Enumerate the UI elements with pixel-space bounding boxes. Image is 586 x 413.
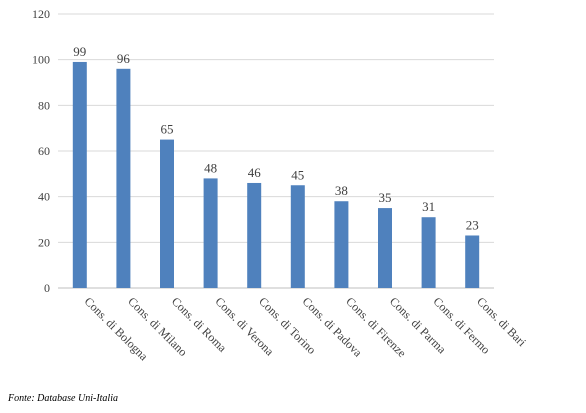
bars	[72, 61, 480, 289]
data-label: 45	[291, 167, 304, 182]
bar	[116, 68, 131, 288]
data-labels: 99 96 65 48 46 45 38 35 31 23	[73, 44, 478, 233]
bar	[290, 185, 305, 288]
bar	[203, 178, 218, 288]
y-tick-label: 0	[44, 281, 50, 295]
source-note: Fonte: Database Uni-Italia	[8, 393, 118, 404]
data-label: 23	[466, 217, 479, 232]
data-label: 46	[248, 165, 262, 180]
y-tick-label: 40	[38, 190, 50, 204]
y-tick-label: 120	[32, 7, 50, 21]
y-axis-tick-labels: 0 20 40 60 80 100 120	[32, 7, 50, 295]
bar	[247, 182, 262, 288]
data-label: 35	[379, 190, 392, 205]
y-tick-label: 60	[38, 144, 50, 158]
data-label: 38	[335, 183, 348, 198]
data-label: 31	[422, 199, 435, 214]
y-tick-label: 80	[38, 98, 50, 112]
data-label: 48	[204, 160, 217, 175]
bar	[465, 235, 480, 288]
bar	[334, 201, 349, 288]
y-tick-label: 100	[32, 53, 50, 67]
bar	[72, 61, 87, 289]
data-label: 99	[73, 44, 86, 59]
data-label: 65	[161, 122, 174, 137]
y-tick-label: 20	[38, 235, 50, 249]
data-label: 96	[117, 51, 131, 66]
bar	[378, 208, 392, 288]
grid-lines	[58, 13, 494, 289]
bar	[421, 217, 436, 288]
bar	[160, 139, 174, 288]
